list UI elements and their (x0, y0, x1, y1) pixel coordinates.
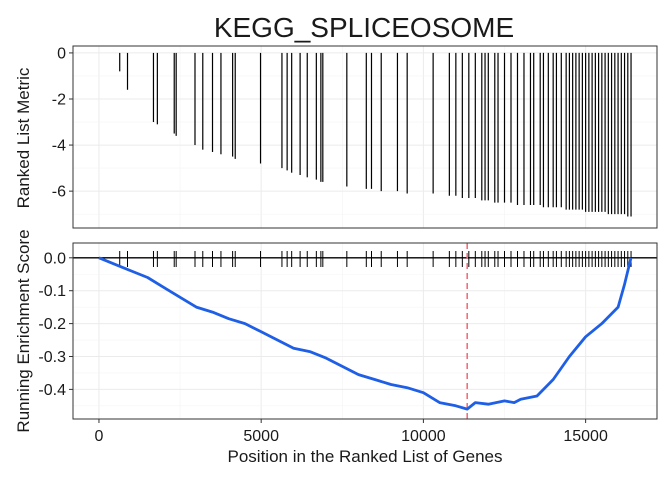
enrichment-y-axis-label: Running Enrichment Score (14, 229, 33, 432)
x-axis-label: Position in the Ranked List of Genes (228, 447, 503, 466)
y-tick-label: -0.1 (38, 283, 66, 300)
running-score-curve (98, 256, 633, 411)
ranked-list-panel: 0 -2 -4 -6 Ranked List Metric (14, 45, 658, 229)
y-tick-label: 0.0 (44, 250, 66, 267)
y-tick-label: -6 (52, 184, 66, 201)
x-axis-ticks: 0 5000 10000 15000 (95, 419, 608, 445)
enrichment-y-ticks: 0.0 -0.1 -0.2 -0.3 -0.4 (38, 250, 73, 399)
y-tick-label: 0 (57, 45, 66, 62)
y-tick-label: -2 (52, 91, 66, 108)
x-tick-label: 15000 (563, 428, 608, 445)
enrichment-panel: 0.0 -0.1 -0.2 -0.3 -0.4 Running Enrichment S… (14, 229, 658, 433)
ranked-list-bars (119, 52, 632, 217)
x-tick-label: 10000 (401, 428, 446, 445)
x-tick-label: 0 (95, 428, 104, 445)
enrichment-frame (72, 242, 658, 420)
ranked-list-y-ticks: 0 -2 -4 -6 (52, 45, 73, 201)
y-tick-label: -0.3 (38, 349, 66, 366)
enrichment-reference-lines (73, 243, 657, 419)
y-tick-label: -4 (52, 138, 66, 155)
ranked-list-frame (72, 45, 658, 229)
enrichment-grid (73, 243, 657, 419)
y-tick-label: -0.2 (38, 316, 66, 333)
ranked-list-y-axis-label: Ranked List Metric (14, 67, 33, 208)
running-score-line (98, 256, 633, 411)
y-tick-label: -0.4 (38, 382, 66, 399)
x-tick-label: 5000 (243, 428, 279, 445)
enrichment-hit-marks (119, 251, 632, 267)
chart-title: KEGG_SPLICEOSOME (214, 12, 514, 43)
